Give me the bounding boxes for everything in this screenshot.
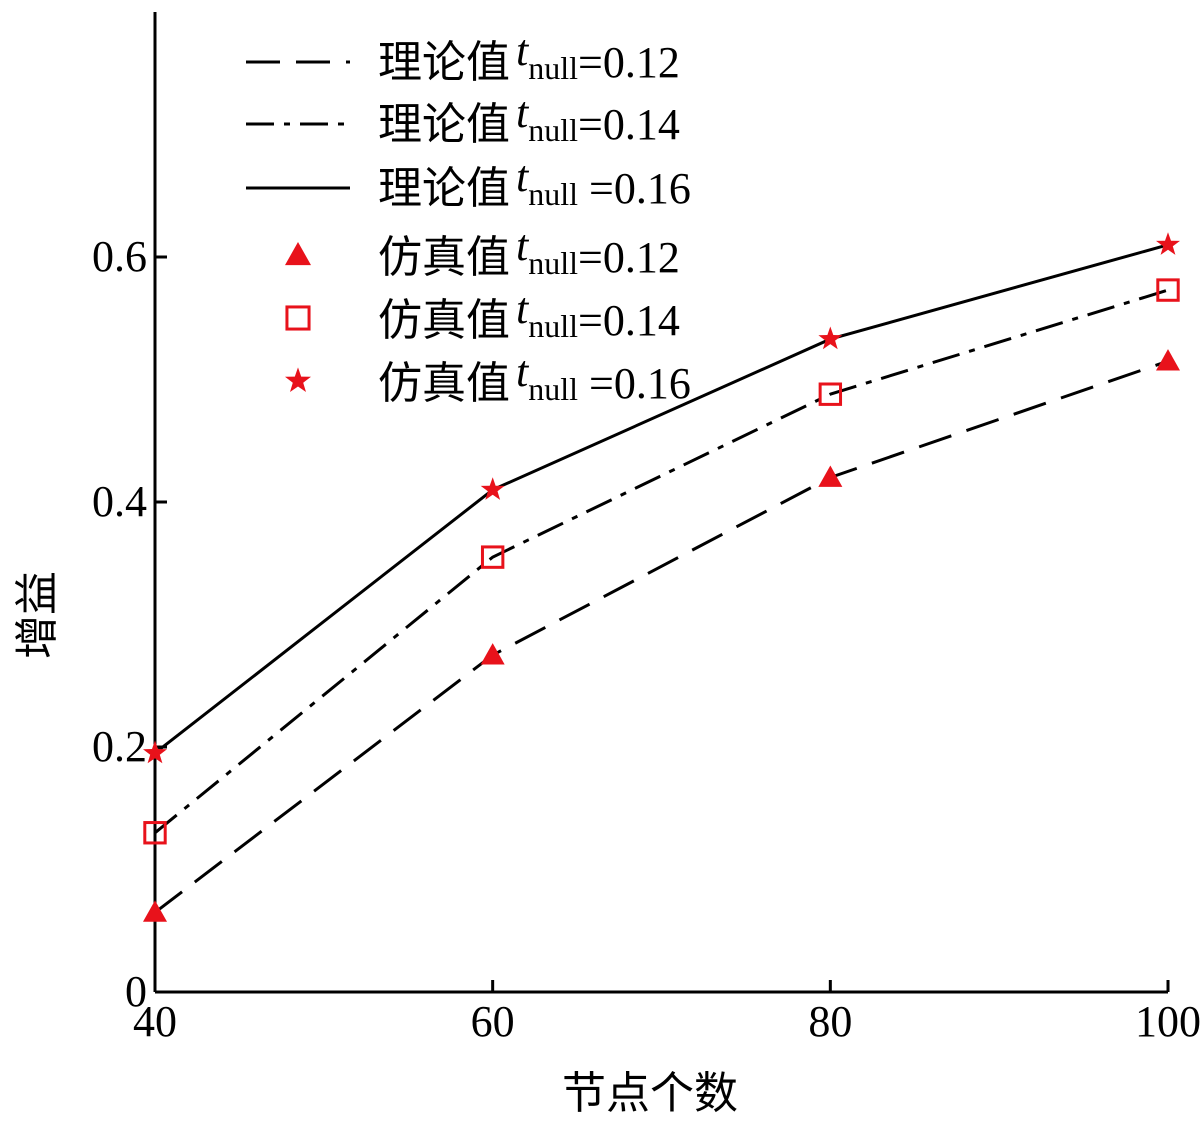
series-lines bbox=[154, 243, 1169, 914]
axes bbox=[153, 12, 1168, 994]
legend-item: 仿真值 tnull =0.16 bbox=[285, 347, 691, 409]
y-tick-label: 0 bbox=[125, 967, 147, 1016]
series-line-solid bbox=[154, 243, 1169, 755]
data-point-star bbox=[1156, 232, 1180, 255]
legend-swatch-triangle bbox=[285, 242, 311, 266]
x-tick-label: 80 bbox=[808, 997, 852, 1046]
y-tick-label: 0.6 bbox=[92, 232, 147, 281]
legend-item: 理论值 tnull=0.14 bbox=[246, 88, 680, 150]
ticks: 40 60 80 100 0 0.2 0.4 0.6 bbox=[92, 232, 1200, 1046]
series-line-dashdot bbox=[154, 288, 1169, 834]
legend-label: 仿真值 tnull=0.12 bbox=[378, 221, 680, 283]
data-point-triangle bbox=[1156, 349, 1180, 371]
x-axis-title: 节点个数 bbox=[562, 1068, 738, 1119]
data-point-square bbox=[143, 821, 167, 845]
y-tick-label: 0.4 bbox=[92, 477, 147, 526]
legend-swatch-star bbox=[285, 367, 311, 392]
y-axis-title: 增益 bbox=[12, 571, 63, 659]
legend-label: 理论值 tnull=0.12 bbox=[378, 26, 680, 88]
data-point-star bbox=[818, 326, 843, 350]
legend-label: 仿真值 tnull =0.16 bbox=[378, 347, 691, 409]
legend-item: 仿真值 tnull=0.12 bbox=[285, 221, 680, 283]
data-point-triangle bbox=[480, 643, 505, 665]
legend-label: 理论值 tnull=0.14 bbox=[378, 88, 680, 150]
data-point-triangle bbox=[818, 465, 843, 487]
legend-label: 仿真值 tnull=0.14 bbox=[378, 284, 680, 346]
data-point-square bbox=[480, 545, 505, 569]
legend-swatch-square bbox=[285, 305, 311, 331]
x-tick-label: 40 bbox=[133, 997, 177, 1046]
x-tick-label: 100 bbox=[1135, 997, 1200, 1046]
series-line-dashed bbox=[154, 359, 1169, 914]
legend-label: 理论值 tnull =0.16 bbox=[378, 152, 691, 214]
data-point-star bbox=[143, 740, 167, 764]
legend-item: 理论值 tnull=0.12 bbox=[246, 26, 680, 88]
data-point-star bbox=[480, 477, 505, 500]
y-tick-label: 0.2 bbox=[92, 722, 147, 771]
data-point-square bbox=[1156, 278, 1180, 302]
data-point-square bbox=[818, 382, 843, 406]
data-point-triangle bbox=[143, 900, 167, 922]
legend-item: 仿真值 tnull=0.14 bbox=[285, 284, 680, 346]
series-markers bbox=[143, 232, 1180, 922]
legend-item: 理论值 tnull =0.16 bbox=[246, 152, 691, 214]
x-tick-label: 60 bbox=[471, 997, 515, 1046]
